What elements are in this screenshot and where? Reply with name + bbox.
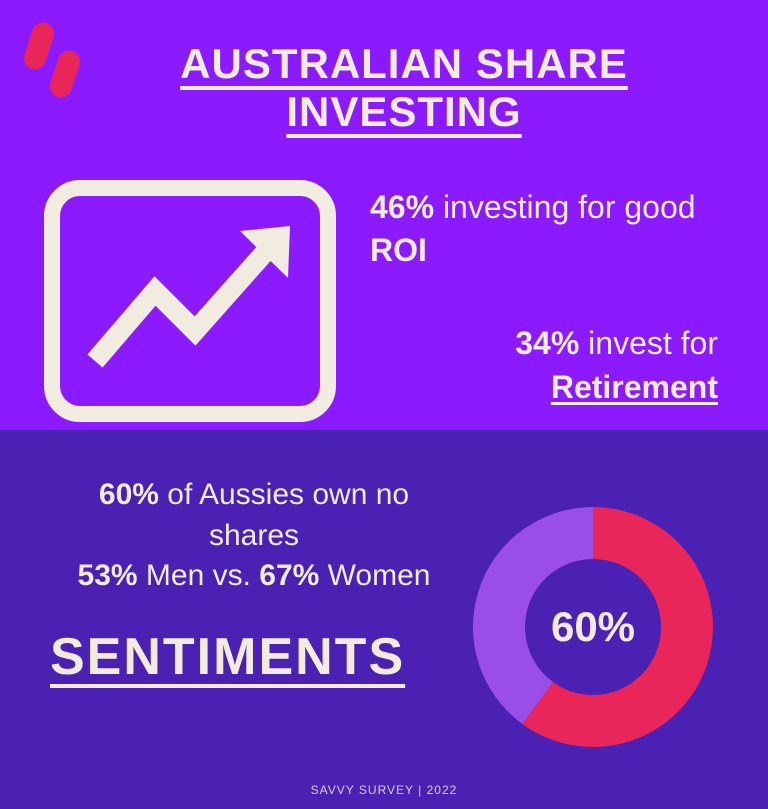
top-stats-text: 46% investing for good ROI 34% invest fo… <box>370 176 728 409</box>
retire-pct: 34% <box>515 325 579 361</box>
retire-underline: Retirement <box>551 369 718 405</box>
own-txt1: of Aussies own no shares <box>159 478 409 552</box>
infographic-container: AUSTRALIAN SHARE INVESTING 46% investing… <box>0 0 768 809</box>
donut-center-label: 60% <box>551 603 635 651</box>
roi-mid: investing for good <box>434 189 696 225</box>
retire-mid: invest for <box>579 325 718 361</box>
donut-chart: 60% <box>458 465 728 789</box>
bottom-stats-text: 60% of Aussies own no shares 53% Men vs.… <box>50 465 458 789</box>
sentiments-heading: SENTIMENTS <box>50 627 458 687</box>
own-pct1: 60% <box>99 478 159 511</box>
own-txt2: Men vs. <box>138 559 260 592</box>
own-txt3: Women <box>319 559 430 592</box>
roi-pct: 46% <box>370 189 434 225</box>
roi-bold: ROI <box>370 232 427 268</box>
own-pct3: 67% <box>259 559 319 592</box>
top-content-row: 46% investing for good ROI 34% invest fo… <box>30 176 728 431</box>
growth-chart-icon <box>40 176 340 431</box>
top-section: AUSTRALIAN SHARE INVESTING 46% investing… <box>0 0 768 430</box>
own-pct2: 53% <box>78 559 138 592</box>
retirement-stat: 34% invest for Retirement <box>370 322 728 408</box>
main-title: AUSTRALIAN SHARE INVESTING <box>80 40 728 136</box>
footer-credit: SAVVY SURVEY | 2022 <box>0 783 768 797</box>
ownership-stat: 60% of Aussies own no shares 53% Men vs.… <box>50 475 458 597</box>
bottom-section: 60% of Aussies own no shares 53% Men vs.… <box>0 430 768 809</box>
roi-stat: 46% investing for good ROI <box>370 186 728 272</box>
logo-icon <box>20 20 92 107</box>
